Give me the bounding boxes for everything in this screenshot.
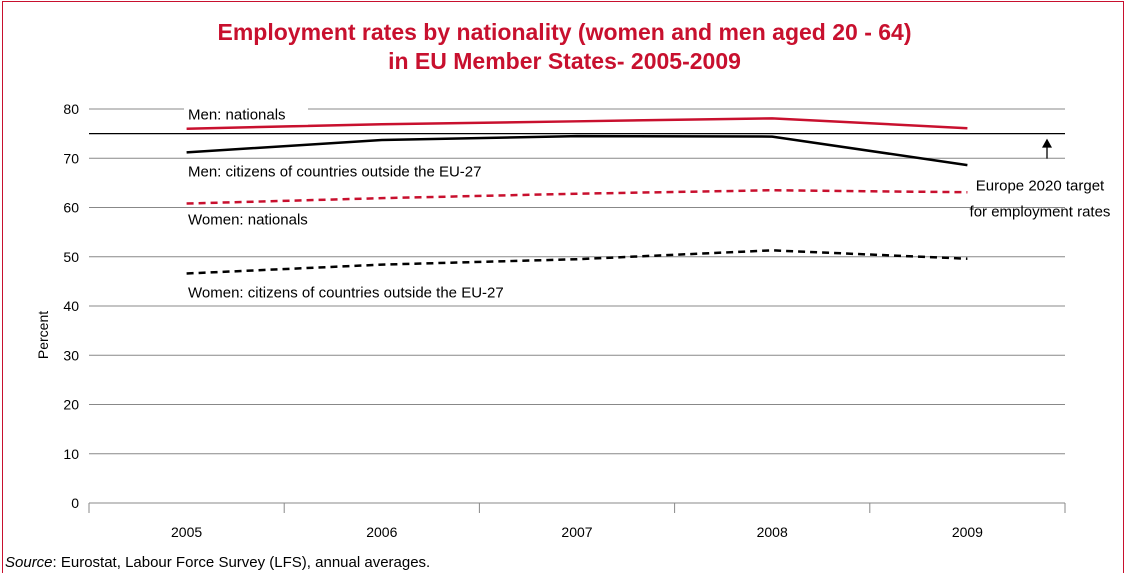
y-tick-label-80: 80	[63, 101, 79, 117]
x-tick-label-2006: 2006	[366, 524, 397, 540]
x-tick-label-2007: 2007	[561, 524, 592, 540]
source-text: : Eurostat, Labour Force Survey (LFS), a…	[52, 554, 431, 571]
grid-lines	[89, 108, 1065, 455]
series-label-4: Women: citizens of countries outside the…	[188, 284, 504, 301]
series-line-1	[186, 117, 968, 130]
series-line-2	[186, 134, 968, 167]
series-labels: Men: nationals Men: citizens of countries…	[184, 105, 504, 301]
chart-title: Employment rates by nationality (women a…	[0, 18, 1129, 76]
target-label-line-2: for employment rates	[970, 204, 1111, 221]
y-tick-label-10: 10	[63, 446, 79, 462]
x-tick-label-2005: 2005	[171, 524, 202, 540]
target-arrow-head	[1042, 138, 1052, 148]
series-line-4	[186, 249, 968, 275]
chart-title-line-1: Employment rates by nationality (women a…	[217, 19, 912, 45]
y-tick-label-30: 30	[63, 347, 79, 363]
y-tick-label-20: 20	[63, 397, 79, 413]
source-prefix: Source	[5, 554, 53, 571]
series-lines	[186, 117, 968, 275]
chart-title-line-2: in EU Member States- 2005-2009	[388, 48, 741, 74]
y-axis-label: Percent	[35, 311, 51, 359]
series-label-2: Men: citizens of countries outside the E…	[188, 163, 481, 180]
y-tick-label-60: 60	[63, 200, 79, 216]
axes	[88, 502, 1066, 513]
y-tick-label-40: 40	[63, 298, 79, 314]
y-tick-label-0: 0	[71, 495, 79, 511]
x-tick-label-2009: 2009	[952, 524, 983, 540]
target-label-line-1: Europe 2020 target	[976, 178, 1105, 195]
series-label-1: Men: nationals	[188, 107, 286, 124]
target-line-group: Europe 2020 target for employment rates	[89, 132, 1111, 221]
y-tick-label-50: 50	[63, 249, 79, 265]
source-note: Source: Eurostat, Labour Force Survey (L…	[5, 554, 430, 571]
y-tick-label-70: 70	[63, 150, 79, 166]
series-line-3	[186, 189, 968, 205]
x-tick-label-2008: 2008	[757, 524, 788, 540]
series-label-3: Women: nationals	[188, 212, 308, 229]
series-label-bg	[184, 105, 308, 125]
tick-labels: 0 10 20 30 40 50 60 70 80 2005 2006 2007 2008 2009	[63, 101, 983, 540]
